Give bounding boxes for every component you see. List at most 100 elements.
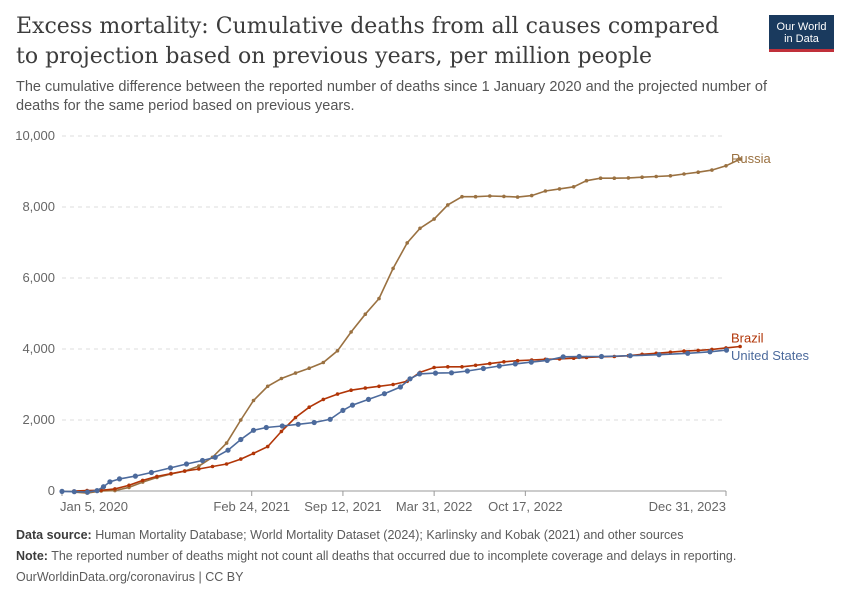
- united-states-point: [148, 469, 154, 476]
- united-states-point: [598, 353, 605, 360]
- brazil-point: [239, 457, 243, 461]
- y-tick-label: 4,000: [22, 341, 55, 356]
- brazil-point: [265, 444, 270, 449]
- united-states-label[interactable]: United States: [731, 348, 810, 363]
- grid-layer: [62, 135, 726, 421]
- united-states-point: [116, 476, 123, 482]
- russia-point: [640, 175, 644, 179]
- brazil-point: [169, 471, 173, 476]
- russia-point: [557, 187, 562, 191]
- data-source-text: Human Mortality Database; World Mortalit…: [91, 528, 684, 542]
- united-states-point: [263, 424, 269, 431]
- russia-label[interactable]: Russia: [731, 151, 772, 166]
- russia-point: [307, 366, 312, 371]
- united-states-point: [167, 465, 174, 471]
- brazil-point: [363, 386, 368, 390]
- data-source: Data source: Human Mortality Database; W…: [16, 528, 683, 542]
- brazil-point: [473, 363, 478, 368]
- brazil-point: [682, 349, 686, 353]
- y-tick-label: 0: [48, 483, 55, 498]
- united-states-point: [250, 427, 257, 433]
- brazil-point: [279, 429, 284, 434]
- brazil-point: [349, 388, 353, 393]
- russia-point: [710, 168, 714, 172]
- russia-point: [571, 185, 576, 189]
- united-states-point: [544, 357, 550, 363]
- russia-point: [724, 164, 728, 168]
- credit-link[interactable]: OurWorldinData.org/coronavirus | CC BY: [16, 570, 244, 584]
- united-states-point: [132, 473, 138, 479]
- owid-logo[interactable]: Our World in Data: [769, 15, 834, 52]
- russia-point: [460, 194, 464, 199]
- brazil-point: [391, 382, 395, 387]
- brazil-point: [502, 360, 506, 364]
- brazil-line[interactable]: [73, 345, 741, 492]
- brazil-point: [182, 469, 187, 473]
- x-tick-label: Oct 17, 2022: [488, 499, 562, 514]
- brazil-point: [738, 344, 742, 349]
- chart-subtitle: The cumulative difference between the re…: [16, 79, 767, 114]
- brazil-point: [210, 464, 215, 469]
- x-tick-label: Mar 31, 2022: [396, 499, 473, 514]
- united-states-line[interactable]: [61, 349, 727, 493]
- united-states-point: [407, 376, 413, 382]
- russia-point: [654, 174, 658, 179]
- russia-point: [668, 174, 673, 178]
- russia-point: [696, 170, 700, 174]
- x-tick-label: Sep 12, 2021: [304, 499, 381, 514]
- united-states-point: [432, 370, 439, 376]
- russia-point: [473, 194, 478, 199]
- united-states-point: [365, 396, 372, 402]
- brazil-point: [432, 365, 436, 370]
- united-states-point: [59, 488, 65, 494]
- russia-line[interactable]: [73, 158, 741, 494]
- united-states-point: [480, 365, 486, 372]
- russia-point: [543, 189, 548, 193]
- united-states-point: [71, 489, 77, 495]
- brazil-point: [460, 365, 464, 369]
- russia-point: [738, 157, 742, 161]
- united-states-point: [238, 436, 244, 443]
- x-tick-label: Feb 24, 2021: [213, 499, 290, 514]
- russia-point: [293, 371, 298, 375]
- united-states-point: [576, 353, 582, 360]
- russia-point: [239, 418, 243, 422]
- russia-point: [584, 178, 589, 183]
- russia-point: [391, 266, 395, 271]
- brazil-label[interactable]: Brazil: [731, 331, 764, 346]
- russia-point: [488, 194, 492, 198]
- y-tick-label: 6,000: [22, 270, 55, 285]
- united-states-point: [225, 447, 231, 453]
- united-states-point: [464, 368, 470, 374]
- united-states-point: [381, 391, 387, 397]
- russia-point: [598, 176, 603, 180]
- united-states-point: [528, 359, 534, 365]
- brazil-point: [127, 483, 131, 488]
- russia-point: [515, 195, 520, 199]
- united-states-point: [448, 370, 455, 376]
- brazil-point: [515, 358, 520, 363]
- united-states-point: [707, 349, 713, 355]
- united-states-point: [100, 484, 107, 490]
- axis-layer: 0 2,000 4,000 6,000 8,000 10,000 Jan 5, 2020 Fe…: [15, 128, 727, 514]
- russia-point: [279, 376, 284, 381]
- chart-title: Excess mortality: Cumulative deaths from…: [16, 14, 720, 69]
- united-states-point: [84, 489, 91, 495]
- united-states-point: [295, 421, 301, 427]
- brazil-point: [224, 462, 229, 466]
- united-states-point: [183, 461, 190, 467]
- united-states-point: [496, 363, 502, 369]
- russia-point: [265, 384, 270, 389]
- x-tick-label: Jan 5, 2020: [60, 499, 128, 514]
- russia-point: [335, 349, 340, 353]
- brazil-point: [488, 361, 492, 366]
- united-states-point: [199, 457, 206, 464]
- brazil-point: [113, 487, 117, 491]
- united-states-point: [311, 419, 317, 426]
- brazil-point: [321, 397, 326, 402]
- united-states-point: [327, 416, 333, 422]
- united-states-point: [656, 352, 662, 358]
- data-source-label: Data source:: [16, 528, 92, 542]
- russia-point: [349, 330, 353, 334]
